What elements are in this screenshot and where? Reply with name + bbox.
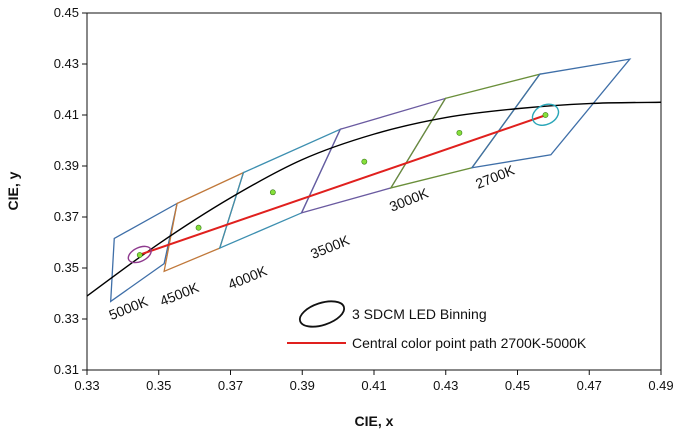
legend: 3 SDCM LED Binning Central color point p… (287, 300, 587, 351)
center-point-3500K (361, 158, 368, 165)
sdcm-ellipse-5000K (127, 245, 152, 264)
y-tick-label: 0.41 (54, 107, 79, 122)
x-tick-label: 0.49 (648, 378, 673, 393)
bin-5000K (109, 202, 178, 303)
y-tick-label: 0.39 (54, 158, 79, 173)
central-color-path-line (139, 114, 547, 256)
y-tick-label: 0.33 (54, 311, 79, 326)
y-axis-title: CIE, y (5, 171, 21, 210)
cct-label-3000K: 3000K (387, 184, 431, 214)
y-tick-label: 0.35 (54, 260, 79, 275)
x-tick-label: 0.39 (290, 378, 315, 393)
y-tick-label: 0.37 (54, 209, 79, 224)
x-tick-label: 0.35 (146, 378, 171, 393)
x-tick-label: 0.33 (74, 378, 99, 393)
bin-2700K (470, 58, 632, 169)
bin-3000K (389, 73, 542, 189)
sdcm-ellipse-2700K (531, 103, 560, 126)
legend-ellipse-icon (298, 300, 346, 328)
planckian-locus-line (87, 101, 661, 297)
bin-4500K (163, 171, 245, 273)
x-tick-label: 0.45 (505, 378, 530, 393)
x-tick-label: 0.43 (433, 378, 458, 393)
center-point-2700K (542, 112, 549, 118)
legend-binning-label: 3 SDCM LED Binning (352, 306, 487, 322)
center-point-5000K (136, 252, 143, 258)
cct-label-3500K: 3500K (308, 232, 352, 262)
center-point-4500K (195, 224, 202, 231)
bin-4000K (218, 127, 342, 250)
axis-layer: 0.33 0.35 0.37 0.39 0.41 0.43 0.45 0.47 0.49 0.31… (54, 5, 674, 393)
y-tick-label: 0.43 (54, 56, 79, 71)
x-axis-title: CIE, x (355, 413, 394, 429)
legend-path-label: Central color point path 2700K-5000K (352, 335, 587, 351)
cct-label-4000K: 4000K (226, 262, 270, 292)
y-tick-label: 0.45 (54, 5, 79, 20)
center-point-4000K (269, 189, 276, 196)
cct-label-4500K: 4500K (157, 279, 201, 309)
plot-layer (87, 58, 661, 303)
cct-label-5000K: 5000K (107, 293, 151, 323)
x-tick-label: 0.37 (218, 378, 243, 393)
x-tick-label: 0.47 (577, 378, 602, 393)
x-tick-label: 0.41 (361, 378, 386, 393)
y-tick-label: 0.31 (54, 362, 79, 377)
center-point-3000K (456, 129, 463, 136)
